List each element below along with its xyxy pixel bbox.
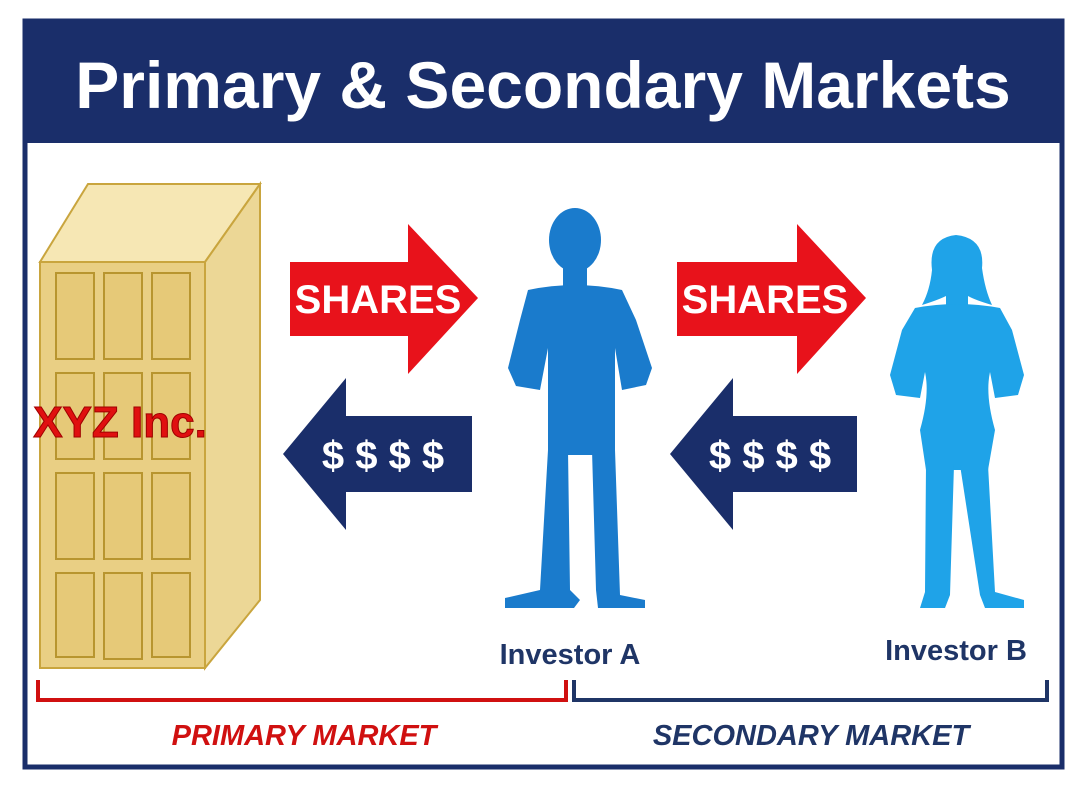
- primary-market-label: PRIMARY MARKET: [172, 720, 439, 752]
- secondary-market-label: SECONDARY MARKET: [653, 720, 972, 752]
- building-side-face: [204, 180, 261, 671]
- building-windows: [55, 272, 191, 660]
- money-arrow-primary: $ $ $ $: [283, 378, 472, 530]
- company-label: XYZ Inc.: [33, 398, 207, 447]
- money-arrow-secondary: $ $ $ $: [670, 378, 857, 530]
- shares-arrow-primary: SHARES: [290, 224, 478, 374]
- investor-b-figure: [890, 235, 1024, 608]
- diagram-title: Primary & Secondary Markets: [75, 48, 1010, 122]
- secondary-market-bracket: [572, 680, 1049, 702]
- primary-market-bracket: [36, 680, 568, 702]
- shares-label-secondary: SHARES: [682, 278, 849, 322]
- money-label-primary: $ $ $ $: [322, 434, 444, 478]
- shares-label-primary: SHARES: [295, 278, 462, 322]
- investor-a-label: Investor A: [500, 639, 641, 671]
- company-building: XYZ Inc.: [33, 180, 262, 671]
- investor-a-figure: [505, 208, 652, 608]
- shares-arrow-secondary: SHARES: [677, 224, 866, 374]
- investor-b-label: Investor B: [885, 635, 1027, 667]
- money-label-secondary: $ $ $ $: [709, 434, 831, 478]
- title-bar: [25, 21, 1062, 143]
